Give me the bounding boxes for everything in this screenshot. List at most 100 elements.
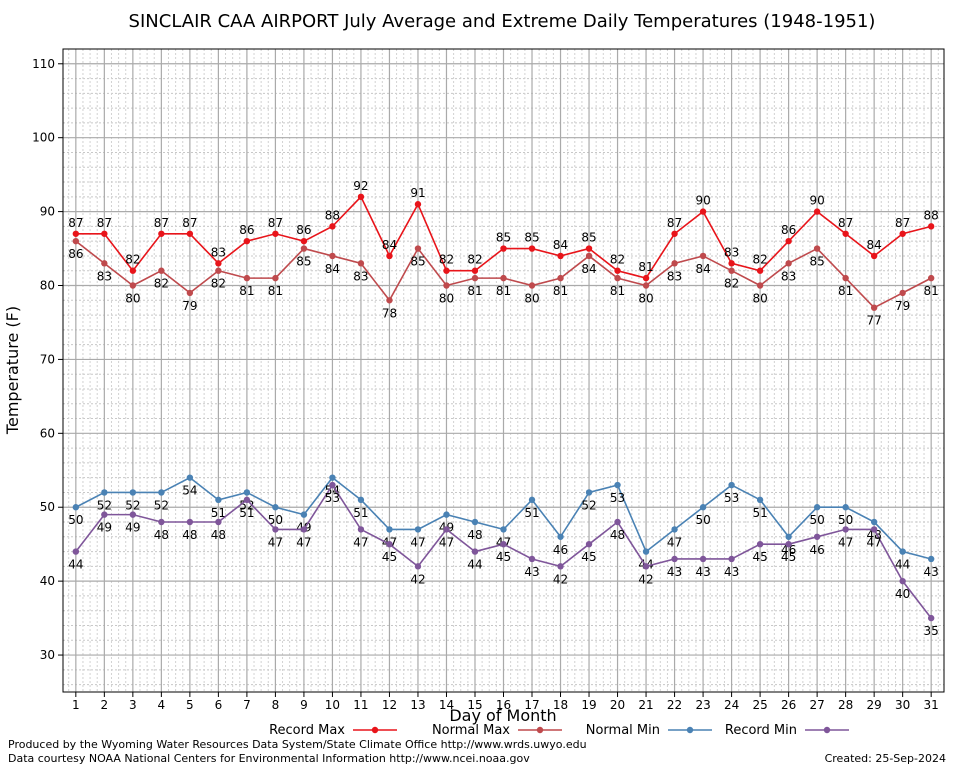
data-label: 50 — [695, 513, 710, 527]
x-tick-label: 20 — [610, 698, 625, 712]
data-label: 85 — [496, 231, 511, 245]
y-tick-label: 70 — [40, 352, 55, 366]
data-point — [642, 274, 650, 282]
x-tick-label: 25 — [752, 698, 767, 712]
data-label: 43 — [724, 565, 739, 579]
data-point — [557, 533, 564, 540]
data-point — [585, 245, 593, 252]
data-point — [528, 496, 536, 504]
data-label: 83 — [667, 269, 682, 283]
data-label: 48 — [211, 528, 226, 542]
data-label: 86 — [296, 223, 311, 237]
data-label: 87 — [268, 216, 283, 230]
data-label: 85 — [296, 255, 311, 269]
data-point — [129, 511, 137, 518]
data-point — [500, 540, 507, 548]
data-label: 48 — [467, 528, 482, 542]
data-point — [756, 496, 764, 504]
x-tick-label: 21 — [638, 698, 653, 712]
data-point — [386, 297, 393, 304]
data-label: 82 — [439, 253, 454, 267]
x-tick-label: 9 — [300, 698, 308, 712]
data-point — [870, 518, 878, 526]
x-tick-label: 7 — [243, 698, 251, 712]
legend-swatch-marker — [371, 726, 379, 734]
data-label: 42 — [553, 572, 568, 586]
data-point — [528, 282, 536, 289]
data-label: 90 — [809, 194, 824, 208]
data-label: 85 — [524, 231, 539, 245]
data-label: 46 — [781, 543, 796, 557]
data-label: 87 — [182, 216, 197, 230]
data-label: 90 — [695, 194, 710, 208]
legend-swatch-marker — [536, 726, 544, 734]
data-point — [557, 274, 564, 282]
data-point — [357, 526, 365, 533]
x-tick-label: 12 — [382, 698, 397, 712]
data-point — [215, 496, 222, 504]
data-label: 42 — [410, 572, 425, 586]
data-point — [329, 474, 336, 481]
data-label: 85 — [809, 255, 824, 269]
data-point — [728, 260, 735, 267]
data-label: 91 — [410, 186, 425, 200]
data-label: 47 — [867, 535, 882, 549]
data-label: 47 — [353, 535, 368, 549]
data-point — [528, 245, 536, 252]
data-label: 53 — [325, 491, 340, 505]
data-label: 45 — [781, 550, 796, 564]
data-point — [813, 533, 821, 540]
legend-swatch-marker — [823, 726, 831, 734]
data-label: 43 — [695, 565, 710, 579]
data-point — [329, 481, 336, 489]
data-label: 82 — [211, 277, 226, 291]
data-point — [728, 555, 735, 563]
data-label: 87 — [68, 216, 83, 230]
data-point — [414, 526, 422, 533]
x-tick-label: 5 — [186, 698, 194, 712]
data-point — [500, 245, 507, 252]
data-label: 43 — [667, 565, 682, 579]
x-tick-label: 27 — [809, 698, 824, 712]
data-label: 85 — [581, 231, 596, 245]
data-label: 80 — [752, 292, 767, 306]
data-point — [614, 267, 621, 274]
data-point — [272, 230, 279, 237]
data-point — [614, 518, 621, 526]
data-point — [842, 274, 849, 282]
data-point — [329, 223, 336, 230]
x-tick-label: 23 — [695, 698, 710, 712]
data-point — [215, 518, 222, 526]
data-point — [72, 548, 80, 555]
grid — [63, 49, 944, 692]
data-point — [300, 526, 308, 533]
data-label: 80 — [524, 292, 539, 306]
data-point — [927, 555, 935, 563]
data-point — [899, 230, 906, 237]
data-label: 48 — [610, 528, 625, 542]
data-point — [129, 267, 137, 274]
data-point — [557, 563, 564, 570]
data-label: 40 — [895, 587, 910, 601]
data-label: 46 — [553, 543, 568, 557]
data-label: 81 — [239, 284, 254, 298]
data-point — [471, 548, 479, 555]
data-point — [243, 237, 251, 245]
data-label: 85 — [410, 255, 425, 269]
data-label: 79 — [895, 299, 910, 313]
y-tick-label: 40 — [40, 574, 55, 588]
data-label: 86 — [68, 247, 83, 261]
data-label: 81 — [268, 284, 283, 298]
data-point — [813, 245, 821, 252]
data-point — [386, 526, 393, 533]
data-label: 43 — [924, 565, 939, 579]
data-label: 48 — [154, 528, 169, 542]
data-label: 50 — [838, 513, 853, 527]
data-point — [72, 504, 80, 511]
data-label: 45 — [752, 550, 767, 564]
data-label: 84 — [553, 238, 568, 252]
footer-produced-by: Produced by the Wyoming Water Resources … — [8, 738, 587, 751]
data-point — [813, 208, 821, 215]
data-point — [101, 230, 108, 237]
data-point — [414, 201, 422, 208]
